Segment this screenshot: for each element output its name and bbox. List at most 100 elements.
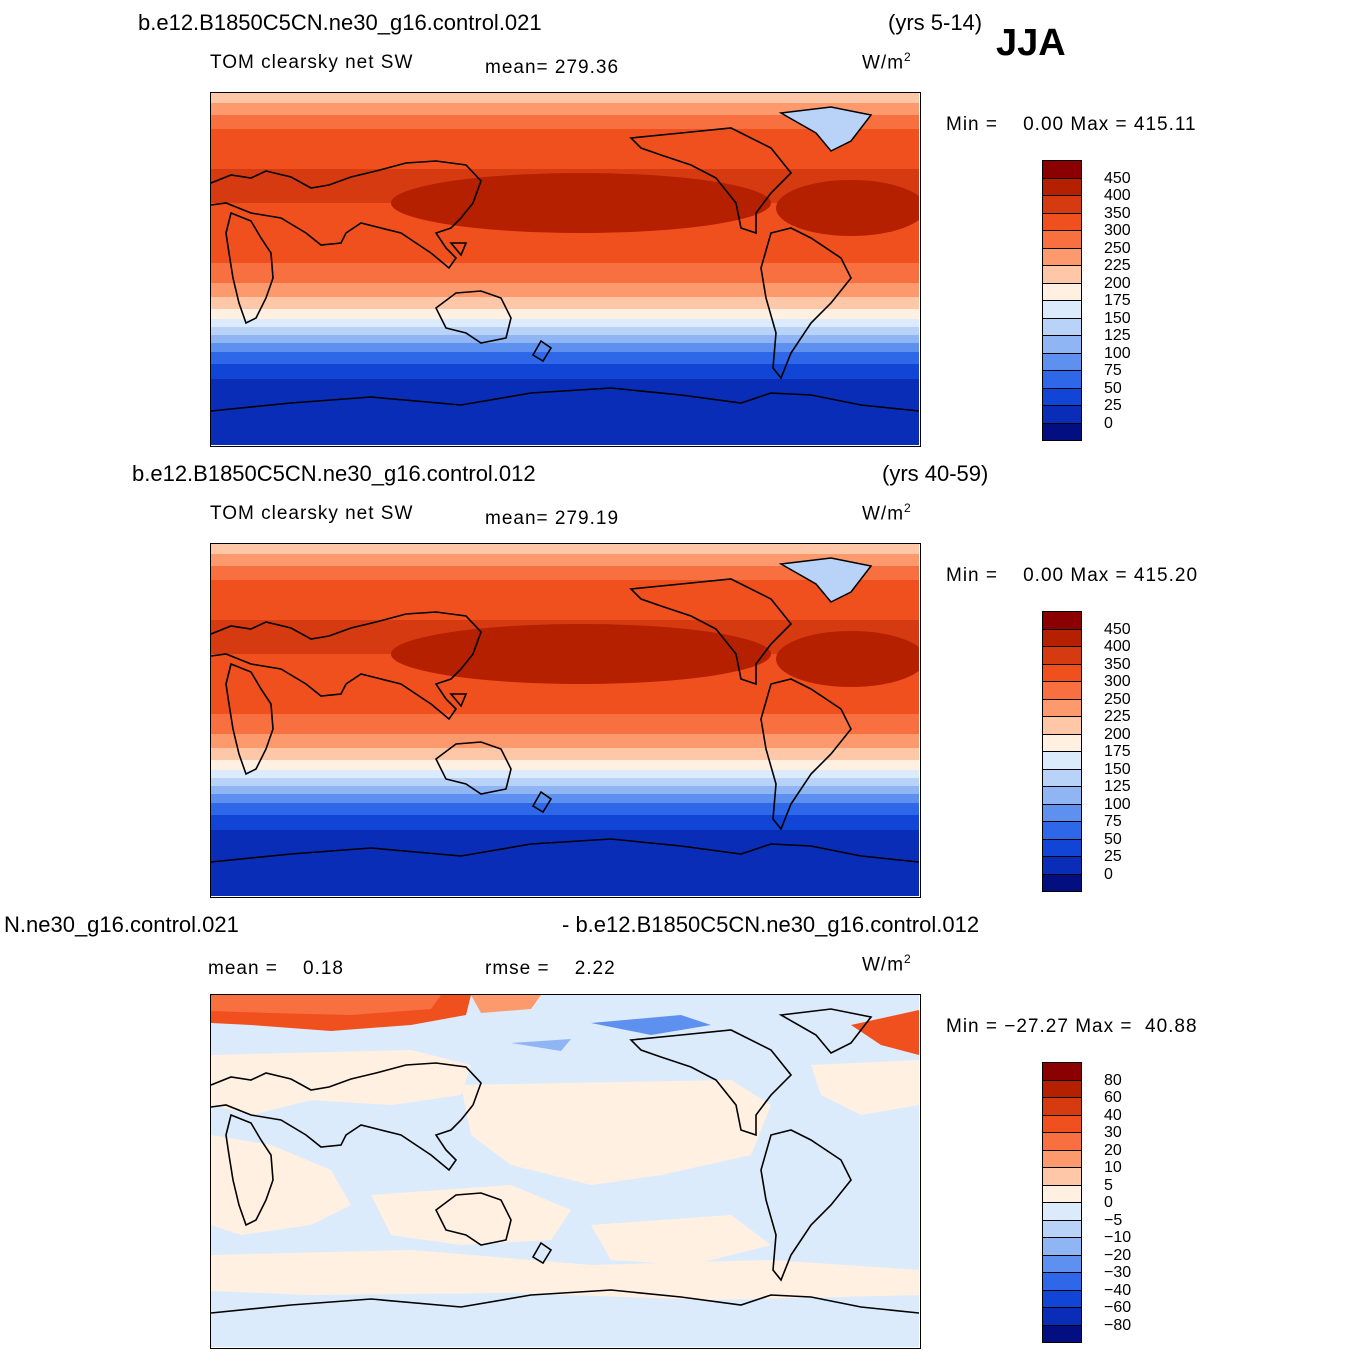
panel3-minmax: Min = −27.27 Max = 40.88 — [946, 1016, 1198, 1037]
panel2-colorbar-color-box — [1042, 803, 1082, 822]
panel2-mean: mean= 279.19 — [485, 508, 620, 529]
panel2-colorbar-color-box — [1042, 681, 1082, 700]
panel3-colorbar-color-box — [1042, 1202, 1082, 1221]
panel3-colorbar-color-box — [1042, 1254, 1082, 1273]
panel3-case-title: N.ne30_g16.control.021 — [4, 912, 239, 937]
panel2-colorbar-color-box — [1042, 838, 1082, 857]
panel2-colorbar-tick-label: 200 — [1104, 725, 1131, 743]
panel2-case-title: b.e12.B1850C5CN.ne30_g16.control.012 — [132, 461, 536, 486]
panel3-colorbar-color-box — [1042, 1184, 1082, 1203]
panel3-colorbar-tick-label: 20 — [1104, 1141, 1122, 1159]
panel3-colorbar-tick-label: −5 — [1104, 1211, 1123, 1229]
panel2-colorbar-tick-label: 25 — [1104, 848, 1122, 865]
panel2-colorbar-color-box — [1042, 698, 1082, 717]
panel1-colorbar-tick-label: 125 — [1104, 327, 1131, 344]
panel2-colorbar-tick-label: 400 — [1104, 638, 1131, 655]
panel1-colorbar-color-box — [1042, 335, 1082, 354]
panel1-colorbar-color-box — [1042, 230, 1082, 249]
panel2-colorbar-tick-label: 225 — [1104, 708, 1131, 725]
panel3-colorbar-color-box — [1042, 1167, 1082, 1186]
panel1-colorbar-tick-label: 200 — [1104, 274, 1131, 292]
panel1-colorbar-color-box — [1042, 160, 1082, 179]
panel3-subtract-case: - b.e12.B1850C5CN.ne30_g16.control.012 — [562, 912, 980, 937]
panel2-variable: TOM clearsky net SW — [210, 503, 414, 524]
panel3-colorbar-color-box — [1042, 1307, 1082, 1326]
panel2-colorbar-color-box — [1042, 856, 1082, 875]
panel1-colorbar-tick-label: 350 — [1104, 204, 1131, 222]
panel1-colorbar-tick-label: 25 — [1104, 397, 1122, 414]
panel3-colorbar-color-box — [1042, 1219, 1082, 1238]
panel1-colorbar-tick-label: 150 — [1104, 309, 1131, 327]
panel3-colorbar-tick-label: −40 — [1104, 1281, 1132, 1299]
panel2-colorbar-tick-label: 125 — [1104, 778, 1131, 795]
panel1-colorbar-tick-label: 400 — [1104, 187, 1131, 204]
panel1-colorbar-color-box — [1042, 247, 1082, 266]
panel3-colorbar-color-box — [1042, 1079, 1082, 1098]
panel1-colorbar-tick-label: 300 — [1104, 222, 1131, 239]
panel3-colorbar-tick-label: −80 — [1104, 1316, 1132, 1334]
season-label: JJA — [996, 22, 1066, 64]
panel2-colorbar-tick-label: 150 — [1104, 760, 1131, 778]
panel3-units: W/m2 — [862, 952, 912, 976]
panel3-colorbar-color-box — [1042, 1062, 1082, 1081]
panel2-colorbar-color-box — [1042, 611, 1082, 630]
panel1-colorbar-tick-label: 0 — [1104, 414, 1113, 432]
panel2-units: W/m2 — [862, 501, 912, 525]
panel3-colorbar-color-box — [1042, 1097, 1082, 1116]
panel2-colorbar-color-box — [1042, 628, 1082, 647]
panel2-colorbar-color-box — [1042, 646, 1082, 665]
panel1-units: W/m2 — [862, 50, 912, 74]
panel1-map-svg — [211, 93, 919, 445]
panel2-colorbar-tick-label: 75 — [1104, 813, 1122, 830]
panel3-colorbar-tick-label: 40 — [1104, 1106, 1122, 1124]
panel3-map — [210, 994, 921, 1349]
panel3-colorbar-tick-label: −20 — [1104, 1246, 1132, 1264]
panel3-colorbar-color-box — [1042, 1132, 1082, 1151]
panel2-colorbar-tick-label: 450 — [1104, 620, 1131, 638]
panel1-map — [210, 92, 921, 447]
panel2-colorbar-tick-label: 0 — [1104, 865, 1113, 883]
panel2-colorbar-color-box — [1042, 716, 1082, 735]
panel3-mean: mean = 0.18 — [208, 958, 344, 979]
panel1-colorbar-color-box — [1042, 405, 1082, 424]
panel1-colorbar-tick-label: 100 — [1104, 344, 1131, 362]
panel1-colorbar-color-box — [1042, 177, 1082, 196]
panel1-minmax: Min = 0.00 Max = 415.11 — [946, 114, 1197, 135]
panel2-map-svg — [211, 544, 919, 896]
panel2-colorbar-tick-label: 250 — [1104, 690, 1131, 708]
panel2-colorbar-tick-label: 175 — [1104, 743, 1131, 760]
panel1-colorbar-color-box — [1042, 352, 1082, 371]
panel3-colorbar-tick-label: −30 — [1104, 1264, 1132, 1281]
panel1-colorbar-color-box — [1042, 317, 1082, 336]
panel1-colorbar-tick-label: 75 — [1104, 362, 1122, 379]
panel3-colorbar-color-box — [1042, 1237, 1082, 1256]
panel2-colorbar-color-box — [1042, 873, 1082, 892]
panel1-colorbar-color-box — [1042, 387, 1082, 406]
panel3-colorbar-tick-label: 60 — [1104, 1089, 1122, 1106]
panel2-colorbar-color-box — [1042, 733, 1082, 752]
panel1-colorbar-color-box — [1042, 282, 1082, 301]
panel3-colorbar-color-box — [1042, 1272, 1082, 1291]
panel1-colorbar-tick-label: 225 — [1104, 257, 1131, 274]
panel1-case-title: b.e12.B1850C5CN.ne30_g16.control.021 — [138, 10, 542, 35]
panel2-colorbar-color-box — [1042, 768, 1082, 787]
panel2-years: (yrs 40-59) — [882, 461, 989, 486]
panel1-colorbar-color-box — [1042, 195, 1082, 214]
panel2-minmax: Min = 0.00 Max = 415.20 — [946, 565, 1199, 586]
panel1-colorbar-color-box — [1042, 265, 1082, 284]
panel3-colorbar-color-box — [1042, 1149, 1082, 1168]
panel3-colorbar-tick-label: 10 — [1104, 1159, 1122, 1176]
panel1-colorbar-color-box — [1042, 370, 1082, 389]
panel2-colorbar-color-box — [1042, 751, 1082, 770]
panel3-colorbar-tick-label: 30 — [1104, 1124, 1122, 1141]
panel3-colorbar-color-box — [1042, 1289, 1082, 1308]
panel1-mean: mean= 279.36 — [485, 57, 620, 78]
panel3-colorbar-tick-label: 0 — [1104, 1194, 1113, 1211]
panel3-colorbar-color-box — [1042, 1324, 1082, 1343]
panel1-colorbar-color-box — [1042, 300, 1082, 319]
panel1-colorbar-tick-label: 50 — [1104, 379, 1122, 397]
panel3-colorbar-tick-label: −60 — [1104, 1299, 1132, 1316]
panel3-map-svg — [211, 995, 919, 1347]
panel2-colorbar-color-box — [1042, 786, 1082, 805]
panel2-map — [210, 543, 921, 898]
